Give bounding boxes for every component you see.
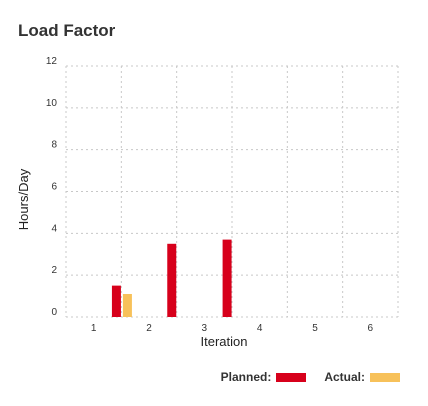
y-tick-label-4: 8 [51, 140, 57, 151]
legend-swatch-planned [276, 372, 307, 382]
bar-planned-3[interactable] [222, 239, 232, 317]
legend-label-actual: Actual: [324, 370, 365, 384]
bars [111, 239, 232, 317]
legend-item-planned[interactable]: Planned: [221, 370, 307, 384]
y-tick-label-2: 4 [51, 223, 57, 234]
legend-swatch-actual [370, 372, 400, 382]
x-tick-label-5: 6 [368, 323, 374, 334]
legend: Planned: Actual: [203, 370, 400, 384]
y-tick-label-1: 2 [51, 265, 57, 276]
bar-planned-2[interactable] [167, 243, 177, 317]
legend-item-actual[interactable]: Actual: [324, 370, 400, 384]
y-tick-label-3: 6 [51, 182, 57, 193]
x-tick-label-3: 4 [257, 323, 263, 334]
x-axis-label: Iteration [201, 334, 248, 349]
chart-title: Load Factor [18, 21, 116, 40]
y-tick-label-5: 10 [46, 98, 58, 109]
y-tick-labels: 0 2 4 6 8 10 12 [46, 56, 58, 318]
grid-lines [65, 65, 399, 318]
x-tick-label-0: 1 [91, 323, 97, 334]
x-tick-label-4: 5 [312, 323, 318, 334]
legend-label-planned: Planned: [220, 370, 272, 384]
y-axis-label: Hours/Day [16, 168, 31, 230]
y-tick-label-0: 0 [51, 307, 57, 318]
x-tick-label-1: 2 [146, 323, 152, 334]
y-tick-label-6: 12 [46, 56, 58, 67]
x-tick-labels: 1 2 3 4 5 6 [91, 323, 374, 334]
x-tick-label-2: 3 [202, 323, 208, 334]
bar-actual-1[interactable] [122, 293, 132, 317]
bar-planned-1[interactable] [111, 285, 121, 317]
